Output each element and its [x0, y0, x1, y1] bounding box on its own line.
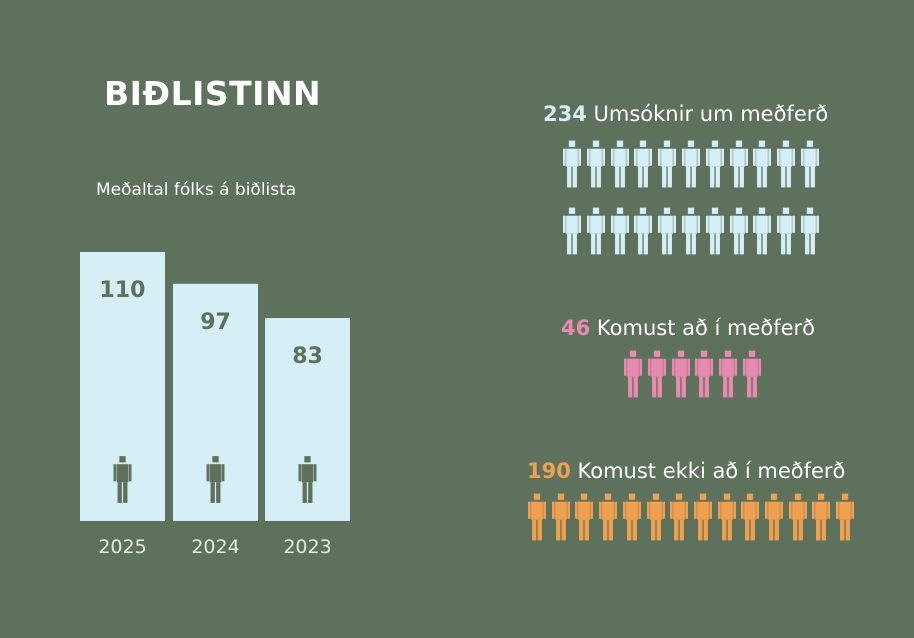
- person-icon: [705, 140, 724, 188]
- person-icon: [113, 456, 132, 503]
- person-icon: [647, 350, 666, 398]
- person-icon: [788, 493, 807, 541]
- page-title: BIÐLISTINN: [104, 74, 322, 113]
- bar-2023: [265, 318, 350, 521]
- person-icon: [836, 493, 855, 541]
- not-admitted-text: Komust ekki að í meðferð: [577, 459, 846, 483]
- person-icon: [729, 140, 748, 188]
- person-icon: [206, 456, 225, 503]
- person-icon: [777, 140, 796, 188]
- chart-title: Meðaltal fólks á biðlista: [96, 180, 297, 200]
- person-icon: [658, 140, 677, 188]
- person-icon: [634, 207, 653, 255]
- person-icon: [753, 207, 772, 255]
- person-icon: [624, 350, 642, 398]
- person-icon: [801, 140, 819, 188]
- person-icon: [741, 493, 760, 541]
- not-admitted-label: 190 Komust ekki að í meðferð: [527, 459, 845, 483]
- person-icon: [695, 350, 714, 398]
- person-icon: [528, 493, 546, 541]
- person-icon: [693, 493, 712, 541]
- year-tick-label: 2024: [191, 536, 239, 558]
- person-icon: [298, 456, 317, 503]
- person-icon: [563, 207, 581, 255]
- not-admitted-count: 190: [527, 459, 571, 483]
- person-icon: [563, 140, 581, 188]
- person-icon: [670, 493, 689, 541]
- person-icon: [705, 207, 724, 255]
- year-tick-label: 2023: [283, 536, 331, 558]
- person-icon: [682, 207, 700, 255]
- person-icon: [812, 493, 831, 541]
- person-icon: [658, 207, 677, 255]
- person-icon: [801, 207, 819, 255]
- admitted-label: 46 Komust að í meðferð: [561, 316, 815, 340]
- person-icon: [682, 140, 700, 188]
- bar-value-label: 83: [292, 344, 323, 369]
- person-icon: [622, 493, 641, 541]
- person-icon: [646, 493, 665, 541]
- person-icon: [599, 493, 618, 541]
- bar-value-label: 110: [100, 278, 146, 303]
- person-icon: [671, 350, 690, 398]
- person-icon: [717, 493, 736, 541]
- applications-label: 234 Umsóknir um meðferð: [543, 102, 828, 126]
- person-icon: [586, 140, 605, 188]
- person-icon: [551, 493, 570, 541]
- person-icon: [206, 456, 225, 503]
- person-icon: [610, 140, 629, 188]
- admitted-text: Komust að í meðferð: [596, 316, 816, 340]
- person-icon: [719, 350, 738, 398]
- applications-text: Umsóknir um meðferð: [593, 102, 829, 126]
- year-tick-label: 2025: [98, 536, 146, 558]
- person-icon: [634, 140, 653, 188]
- person-icon: [743, 350, 761, 398]
- person-icon: [777, 207, 796, 255]
- person-icon: [586, 207, 605, 255]
- person-icon: [575, 493, 594, 541]
- person-icon: [113, 456, 132, 503]
- admitted-count: 46: [561, 316, 591, 340]
- person-icon: [765, 493, 783, 541]
- person-icon: [753, 140, 772, 188]
- bar-value-label: 97: [200, 310, 231, 335]
- person-icon: [610, 207, 629, 255]
- person-icon: [298, 456, 317, 503]
- person-icon: [729, 207, 748, 255]
- applications-count: 234: [543, 102, 587, 126]
